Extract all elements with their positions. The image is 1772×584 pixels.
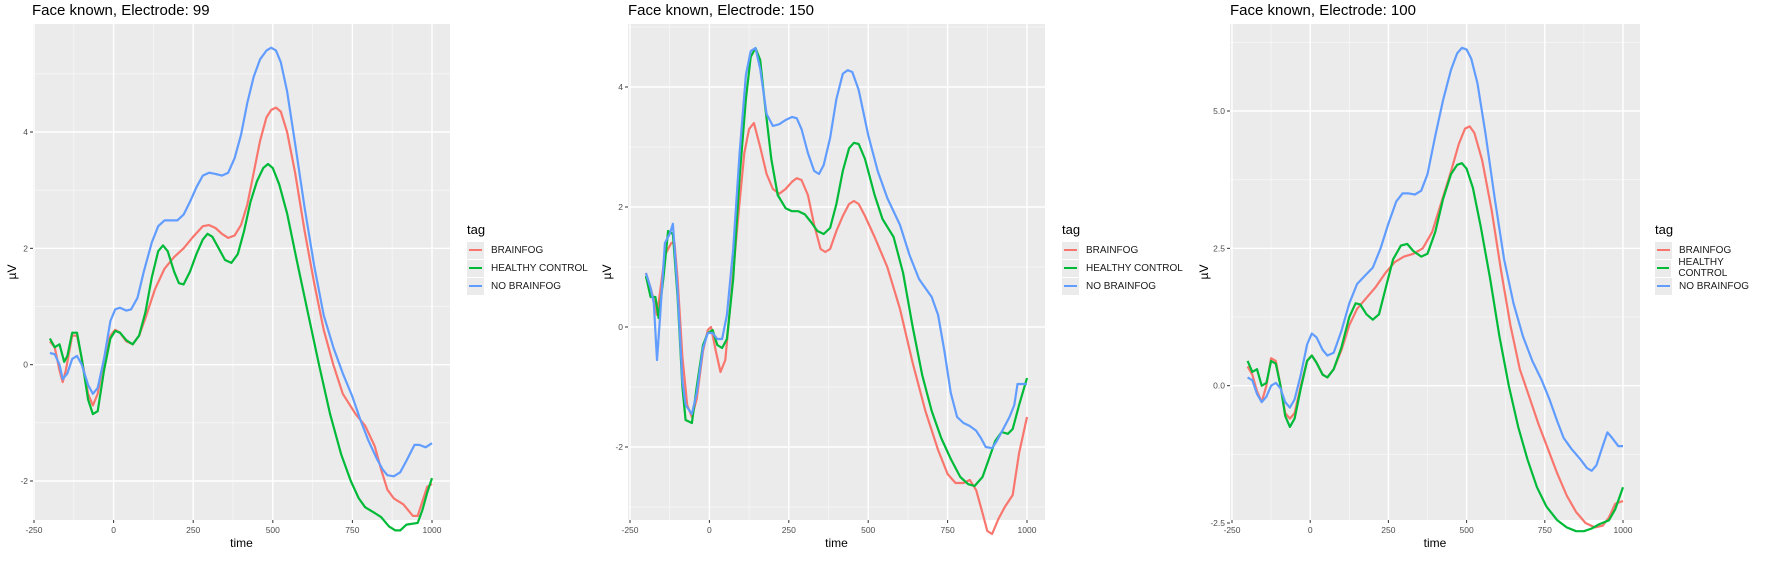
legend-swatch-icon bbox=[467, 259, 484, 277]
x-tick-label: 250 bbox=[1381, 525, 1395, 535]
legend-item: NO BRAINFOG bbox=[1062, 277, 1183, 295]
legend-label: HEALTHY CONTROL bbox=[491, 262, 588, 274]
legend-swatch-icon bbox=[1062, 241, 1079, 259]
series-line-healthy-control bbox=[1246, 162, 1625, 533]
x-tick-label: 500 bbox=[1460, 525, 1474, 535]
y-axis-title: µV bbox=[1197, 265, 1211, 280]
axes: -250 0 250 500 750 1000 -2.5 0.0 2.5 5.0 time µV bbox=[1197, 106, 1633, 550]
chart-title: Face known, Electrode: 100 bbox=[1230, 2, 1416, 19]
legend: tag BRAINFOG HEALTHY CONTROL NO BRAINFOG bbox=[1655, 222, 1772, 295]
legend-label: NO BRAINFOG bbox=[1086, 280, 1157, 292]
legend-label: HEALTHY CONTROL bbox=[1086, 262, 1183, 274]
legend-swatch-icon bbox=[467, 277, 484, 295]
legend-item: NO BRAINFOG bbox=[1655, 277, 1772, 295]
x-tick-label: -250 bbox=[1223, 525, 1240, 535]
y-tick-label: 2.5 bbox=[1213, 243, 1225, 253]
legend-swatch-icon bbox=[1062, 277, 1079, 295]
major-gridlines bbox=[1230, 24, 1640, 524]
legend-label: BRAINFOG bbox=[491, 244, 544, 256]
panel-background bbox=[1230, 24, 1640, 520]
legend-label: BRAINFOG bbox=[1086, 244, 1139, 256]
legend: tag BRAINFOG HEALTHY CONTROL NO BRAINFOG bbox=[1062, 222, 1183, 295]
legend-item: HEALTHY CONTROL bbox=[1062, 259, 1183, 277]
legend-label: NO BRAINFOG bbox=[491, 280, 562, 292]
y-tick-label: -2.5 bbox=[1210, 518, 1225, 528]
legend-title: tag bbox=[467, 222, 486, 237]
legend-title: tag bbox=[1655, 222, 1674, 237]
legend-label: NO BRAINFOG bbox=[1679, 280, 1750, 292]
x-tick-label: 0 bbox=[1308, 525, 1313, 535]
series-line-no-brainfog bbox=[1247, 46, 1623, 472]
chart-title: Face known, Electrode: 150 bbox=[628, 2, 814, 19]
legend-swatch-icon bbox=[1655, 241, 1672, 259]
legend-label: HEALTHY CONTROL bbox=[1678, 257, 1728, 279]
legend-swatch-icon bbox=[1062, 259, 1079, 277]
legend-item: HEALTHY CONTROL bbox=[467, 259, 588, 277]
legend-swatch-icon bbox=[467, 241, 484, 259]
legend-swatch-icon bbox=[1655, 277, 1672, 295]
x-axis-title: time bbox=[1424, 536, 1447, 550]
legend-item: BRAINFOG bbox=[1655, 241, 1772, 259]
legend-item: BRAINFOG bbox=[467, 241, 588, 259]
x-tick-label: 750 bbox=[1538, 525, 1552, 535]
legend-item: HEALTHY CONTROL bbox=[1655, 257, 1772, 279]
minor-gridlines bbox=[1230, 24, 1640, 520]
y-tick-label: 0.0 bbox=[1213, 381, 1225, 391]
legend: tag BRAINFOG HEALTHY CONTROL NO BRAINFOG bbox=[467, 222, 588, 295]
legend-title: tag bbox=[1062, 222, 1081, 237]
legend-label: BRAINFOG bbox=[1679, 244, 1732, 256]
y-tick-label: 5.0 bbox=[1213, 106, 1225, 116]
x-tick-label: 1000 bbox=[1614, 525, 1633, 535]
chart-title: Face known, Electrode: 99 bbox=[32, 2, 210, 19]
legend-item: BRAINFOG bbox=[1062, 241, 1183, 259]
legend-swatch-icon bbox=[1655, 259, 1672, 277]
legend-item: NO BRAINFOG bbox=[467, 277, 588, 295]
series-line-brainfog bbox=[1246, 125, 1624, 529]
